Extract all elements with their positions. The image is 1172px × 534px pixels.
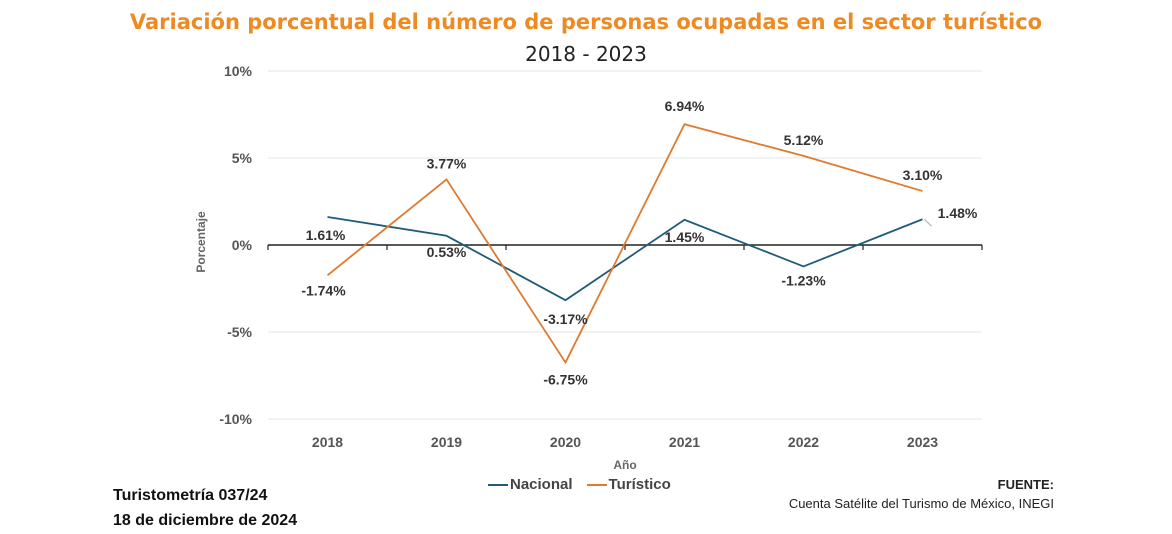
legend-swatch-turistico: [586, 483, 607, 486]
x-tick-label: 2023: [907, 434, 938, 450]
source-info: FUENTE: Cuenta Satélite del Turismo de M…: [789, 475, 1054, 513]
data-label-nacional: -1.23%: [781, 272, 826, 288]
report-info: Turistometría 037/24 18 de diciembre de …: [113, 483, 297, 533]
data-label-leader: [924, 218, 932, 227]
y-tick-label: -5%: [227, 324, 252, 340]
source-label: FUENTE:: [997, 477, 1054, 492]
data-label-turistico: 6.94%: [665, 98, 705, 114]
data-label-turistico: 3.10%: [903, 167, 943, 183]
legend-label-nacional: Nacional: [510, 476, 573, 493]
data-label-nacional: 0.53%: [427, 244, 467, 260]
source-text: Cuenta Satélite del Turismo de México, I…: [788, 496, 1054, 511]
data-label-nacional: 1.48%: [938, 205, 978, 221]
data-label-turistico: 5.12%: [784, 132, 824, 148]
report-date: 18 de diciembre de 2024: [113, 512, 298, 529]
legend: Nacional Turístico: [488, 476, 685, 493]
chart-subtitle: 2018 - 2023: [525, 42, 647, 66]
chart-title: Variación porcentual del número de perso…: [129, 10, 1043, 34]
x-tick-label: 2021: [669, 434, 700, 450]
data-label-turistico: 3.77%: [427, 155, 467, 171]
data-label-nacional: 1.61%: [306, 227, 346, 243]
legend-label-turistico: Turístico: [608, 476, 671, 493]
data-label-turistico: -6.75%: [543, 371, 588, 387]
legend-item-turistico: Turístico: [586, 476, 671, 493]
data-label-nacional: -3.17%: [543, 311, 588, 327]
series-line-turistico: [326, 123, 923, 365]
report-id: Turistometría 037/24: [113, 487, 268, 504]
y-axis-title: Porcentaje: [194, 211, 208, 273]
legend-item-nacional: Nacional: [488, 476, 573, 493]
y-tick-label: 10%: [224, 63, 253, 79]
legend-swatch-nacional: [488, 483, 508, 486]
data-label-turistico: -1.74%: [301, 282, 346, 298]
y-tick-label: 5%: [232, 150, 253, 166]
y-tick-label: -10%: [219, 411, 252, 427]
y-tick-label: 0%: [232, 237, 253, 253]
x-axis-title: Año: [613, 458, 636, 472]
x-tick-label: 2020: [550, 434, 581, 450]
x-tick-label: 2018: [312, 434, 343, 450]
series-line-nacional: [327, 216, 923, 302]
x-tick-label: 2022: [788, 434, 819, 450]
x-tick-label: 2019: [431, 434, 462, 450]
data-label-nacional: 1.45%: [665, 229, 705, 245]
